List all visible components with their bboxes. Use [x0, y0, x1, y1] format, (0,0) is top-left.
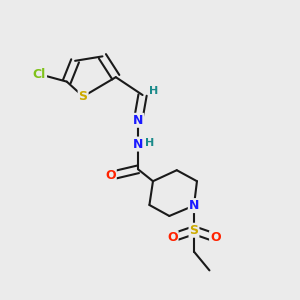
Text: N: N: [133, 138, 143, 151]
Text: N: N: [189, 199, 199, 212]
Text: Cl: Cl: [33, 68, 46, 81]
Text: H: H: [145, 138, 154, 148]
Text: O: O: [210, 231, 221, 244]
Text: S: S: [190, 224, 199, 237]
Text: S: S: [79, 90, 88, 103]
Text: H: H: [149, 86, 158, 96]
Text: N: N: [133, 114, 143, 127]
Text: O: O: [105, 169, 116, 182]
Text: O: O: [167, 231, 178, 244]
